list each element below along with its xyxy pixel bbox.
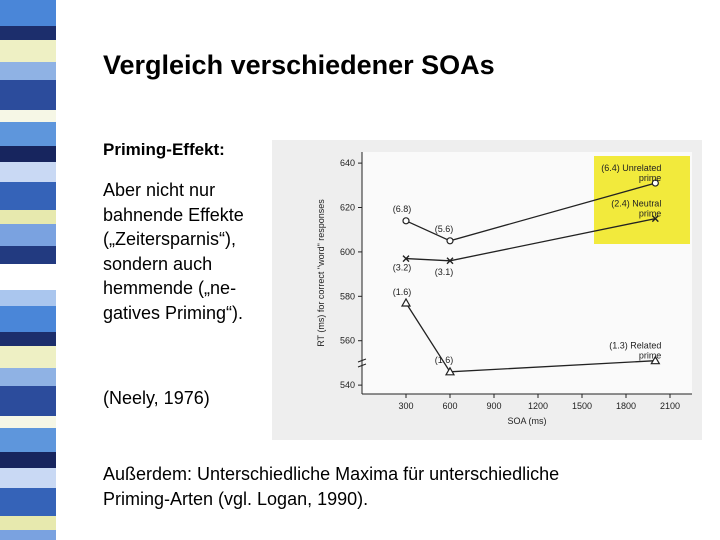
y-tick-label-600: 600 [340, 247, 355, 257]
x-tick-label-1200: 1200 [528, 401, 548, 411]
body-line-3: („Zeitersparnis“), [103, 229, 237, 249]
body-text: Aber nicht nur bahnende Effekte („Zeitersp… [103, 178, 293, 325]
citation: (Neely, 1976) [103, 388, 210, 408]
slide-title: Vergleich verschiedener SOAs [103, 50, 495, 80]
body-line-1: Aber nicht nur [103, 180, 216, 200]
series-3-point-label-2: (1.6) [435, 355, 454, 365]
chart-figure: 540 560 580 600 620 640 300 600 900 1200 1500 1800 2… [272, 140, 702, 440]
decorative-stripe [0, 0, 56, 540]
y-axis-label: RT (ms) for correct "word" responses [316, 199, 326, 347]
legend-label-2: (2.4) Neutral prime [611, 199, 661, 219]
x-tick-label-1500: 1500 [572, 401, 592, 411]
footer-text: Außerdem: Unterschiedliche Maxima für un… [103, 462, 559, 512]
y-tick-label-620: 620 [340, 203, 355, 213]
footer-line-1: Außerdem: Unterschiedliche Maxima für un… [103, 464, 560, 484]
series-2-point-3 [651, 215, 659, 223]
series-1-point-1 [402, 217, 410, 225]
series-2-point-label-2: (3.1) [435, 267, 454, 277]
series-3-point-label-1: (1.6) [393, 287, 412, 297]
series-3-point-1 [400, 297, 412, 307]
series-3-point-2 [444, 366, 456, 376]
x-axis-label: SOA (ms) [507, 416, 546, 426]
y-tick-label-640: 640 [340, 158, 355, 168]
chart-svg: 540 560 580 600 620 640 300 600 900 1200 1500 1800 2… [316, 152, 692, 426]
y-tick-label-580: 580 [340, 291, 355, 301]
x-tick-label-1800: 1800 [616, 401, 636, 411]
series-2-point-label-1: (3.2) [393, 263, 412, 273]
y-tick-label-540: 540 [340, 380, 355, 390]
x-tick-label-2100: 2100 [660, 401, 680, 411]
legend-label-3: (1.3) Related prime [609, 341, 661, 361]
highlight-box [594, 156, 690, 244]
body-line-4: sondern auch [103, 253, 213, 274]
x-tick-label-900: 900 [486, 401, 501, 411]
series-1-point-2 [446, 237, 454, 245]
series-1-point-label-2: (5.6) [435, 224, 454, 234]
series-1-point-label-1: (6.8) [393, 204, 412, 214]
body-line-2: bahnende Effekte [103, 204, 244, 225]
body-line-5: hemmende („ne- [103, 278, 237, 298]
series-3-point-3 [650, 355, 661, 365]
body-line-6: gatives Priming“). [103, 302, 244, 323]
series-1-point-3 [651, 179, 659, 187]
legend-label-1: (6.4) Unrelated prime [601, 163, 661, 183]
y-tick-label-560: 560 [340, 336, 355, 346]
subheading: Priming-Effekt: [103, 140, 225, 159]
footer-line-2: Priming-Arten (vgl. Logan, 1990). [103, 489, 369, 509]
series-2-point-1 [402, 255, 410, 263]
axis-break [357, 358, 367, 368]
series-2-point-2 [446, 257, 454, 265]
x-tick-label-600: 600 [442, 401, 457, 411]
x-tick-label-300: 300 [398, 401, 413, 411]
